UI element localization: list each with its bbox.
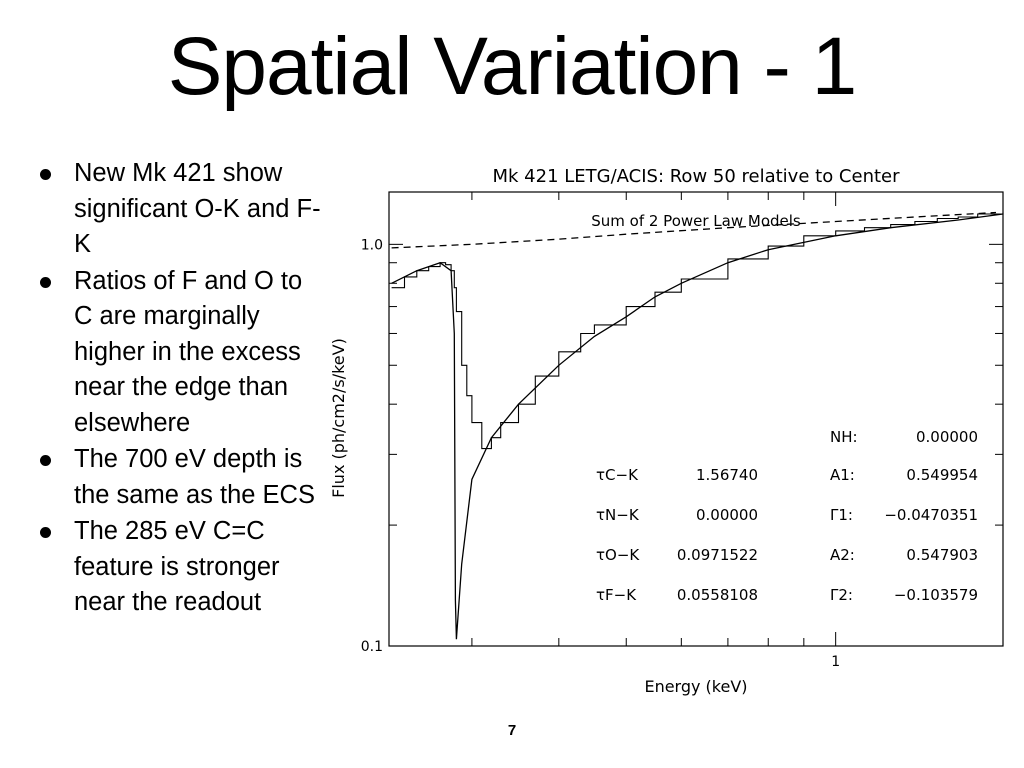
series-layer [391, 211, 1004, 640]
fit-param-symbol: Γ1: [830, 506, 853, 524]
fit-param-symbol: τC−K [596, 466, 639, 484]
y-tick-label: 0.1 [361, 639, 383, 655]
fit-param-value: 0.549954 [906, 466, 978, 484]
fit-param-value: 0.0558108 [677, 586, 758, 604]
fit-param-value: −0.0470351 [884, 506, 978, 524]
fit-parameters: NH: 0.00000 A1: 0.549954 Γ1: −0.0470351 A2: 0.5… [596, 428, 978, 604]
bullet-list: New Mk 421 show significant O-K and F-K … [36, 156, 326, 622]
fit-param-symbol: A1: [830, 466, 855, 484]
bullet-dot-icon [40, 276, 51, 288]
series-solid [391, 213, 1004, 640]
y-tick-label: 1.0 [361, 237, 383, 253]
axis-ticks [389, 192, 1003, 647]
bullet-item: The 285 eV C=C feature is stronger near … [36, 514, 326, 621]
axis-tick-labels: 1.0 0.1 1 [361, 237, 840, 670]
x-axis-label: Energy (keV) [644, 677, 747, 696]
bullet-item: The 700 eV depth is the same as the ECS [36, 442, 326, 513]
bullet-item: New Mk 421 show significant O-K and F-K [36, 156, 326, 263]
bullet-dot-icon [40, 169, 51, 180]
fit-param-symbol: τO−K [596, 546, 640, 564]
fit-param-value: 0.547903 [906, 546, 978, 564]
bullet-text: The 285 eV C=C feature is stronger near … [74, 517, 280, 616]
x-tick-label: 1 [831, 654, 840, 670]
series-histogram [391, 212, 1004, 450]
fit-param-symbol: A2: [830, 546, 855, 564]
bullet-dot-icon [40, 455, 51, 466]
fit-param-symbol: τF−K [596, 586, 637, 604]
fit-param-value: −0.103579 [894, 586, 978, 604]
fit-param-symbol: Γ2: [830, 586, 853, 604]
slide-title: Spatial Variation - 1 [167, 21, 858, 112]
bullet-text: Ratios of F and O to C are marginally hi… [74, 266, 303, 437]
bullet-dot-icon [40, 527, 51, 538]
chart-title: Mk 421 LETG/ACIS: Row 50 relative to Cen… [492, 166, 900, 187]
fit-param-value: 0.0971522 [677, 546, 758, 564]
y-axis-label: Flux (ph/cm2/s/keV) [329, 338, 348, 498]
fit-param-value: 1.56740 [696, 466, 758, 484]
bullet-item: Ratios of F and O to C are marginally hi… [36, 264, 326, 442]
spectrum-chart: Mk 421 LETG/ACIS: Row 50 relative to Cen… [329, 166, 1004, 696]
bullet-text: New Mk 421 show significant O-K and F-K [74, 159, 321, 258]
fit-param-value: 0.00000 [696, 506, 758, 524]
fit-param-symbol: NH: [830, 428, 858, 446]
page-number: 7 [507, 722, 517, 739]
fit-param-symbol: τN−K [596, 506, 640, 524]
bullet-text: The 700 eV depth is the same as the ECS [74, 445, 315, 509]
chart-subtitle: Sum of 2 Power Law Models [591, 212, 801, 230]
plot-frame [388, 191, 1004, 647]
fit-param-value: 0.00000 [916, 428, 978, 446]
